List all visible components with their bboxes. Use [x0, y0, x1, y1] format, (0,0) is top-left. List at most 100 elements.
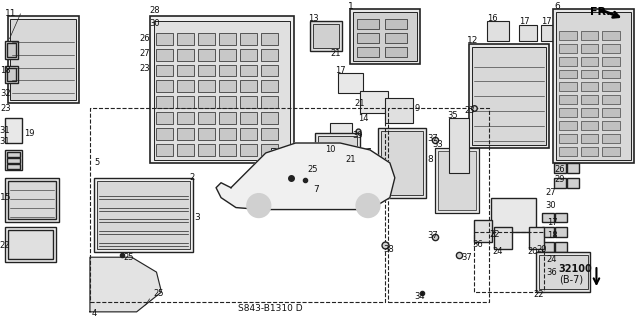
Text: 37: 37	[461, 253, 472, 262]
Bar	[157, 80, 173, 93]
Bar	[157, 49, 173, 61]
Text: 23: 23	[1, 104, 11, 113]
Bar	[580, 147, 598, 156]
Text: 39: 39	[352, 130, 363, 140]
Bar	[338, 73, 363, 93]
Bar	[541, 25, 559, 41]
Bar	[157, 112, 173, 124]
Bar	[177, 80, 194, 93]
Bar	[559, 56, 577, 65]
Bar	[240, 64, 257, 77]
Bar	[4, 227, 56, 262]
Bar	[97, 181, 190, 249]
Text: 19: 19	[24, 129, 35, 137]
Text: 34: 34	[415, 293, 426, 301]
Bar	[536, 252, 591, 292]
Bar	[316, 133, 360, 188]
Bar	[559, 82, 577, 91]
Text: 21: 21	[354, 99, 365, 108]
Bar	[6, 152, 20, 157]
Text: 5: 5	[94, 158, 99, 167]
Bar	[260, 80, 278, 93]
Text: 37: 37	[428, 134, 438, 143]
Bar	[325, 148, 370, 170]
Bar	[157, 96, 173, 108]
Bar	[602, 121, 620, 130]
Text: 21: 21	[345, 155, 356, 164]
Bar	[472, 47, 546, 145]
Bar	[580, 134, 598, 143]
Bar	[602, 31, 620, 40]
Bar	[260, 49, 278, 61]
Bar	[240, 96, 257, 108]
Bar	[240, 80, 257, 93]
Bar	[219, 112, 236, 124]
Bar	[474, 220, 492, 242]
Bar	[350, 9, 420, 63]
Bar	[580, 31, 598, 40]
Bar	[554, 163, 566, 173]
Bar	[260, 64, 278, 77]
Bar	[602, 70, 620, 78]
Bar	[556, 12, 631, 160]
Bar	[10, 19, 76, 100]
Bar	[381, 131, 422, 195]
Text: 1: 1	[348, 3, 354, 11]
Bar	[177, 144, 194, 156]
Bar	[385, 98, 413, 123]
Bar	[157, 144, 173, 156]
Bar	[602, 56, 620, 65]
Circle shape	[247, 194, 271, 218]
Bar	[157, 64, 173, 77]
Bar	[602, 108, 620, 117]
Text: 32: 32	[1, 89, 11, 98]
Bar	[555, 242, 566, 252]
Bar	[539, 255, 588, 289]
Bar	[602, 147, 620, 156]
Bar	[198, 33, 215, 45]
Bar	[6, 68, 17, 81]
Bar	[542, 212, 554, 222]
Bar	[435, 148, 479, 212]
Bar	[310, 21, 342, 51]
Text: S843-B1310 D: S843-B1310 D	[238, 304, 303, 313]
Text: 35: 35	[447, 111, 458, 120]
Bar	[519, 25, 537, 41]
Bar	[385, 19, 407, 29]
Bar	[566, 178, 579, 188]
Bar	[357, 33, 379, 43]
Text: 16: 16	[487, 14, 498, 23]
Text: 20: 20	[527, 247, 538, 256]
Text: 25: 25	[307, 165, 318, 174]
Text: 28: 28	[150, 6, 160, 15]
Bar	[6, 43, 17, 56]
Text: FR.: FR.	[591, 7, 611, 17]
Text: 27: 27	[140, 49, 150, 58]
Text: 14: 14	[358, 114, 369, 123]
Bar	[260, 144, 278, 156]
Bar	[542, 242, 554, 252]
Bar	[198, 144, 215, 156]
Bar	[580, 121, 598, 130]
Bar	[554, 178, 566, 188]
Text: 27: 27	[546, 188, 556, 197]
Bar	[219, 80, 236, 93]
Bar	[198, 112, 215, 124]
Text: 17: 17	[335, 66, 346, 75]
Text: 17: 17	[541, 17, 552, 26]
Polygon shape	[90, 257, 161, 312]
Text: 17: 17	[547, 218, 557, 227]
Bar	[6, 158, 20, 163]
Bar	[240, 128, 257, 140]
Bar	[559, 70, 577, 78]
Bar	[555, 212, 566, 222]
Text: 3: 3	[194, 213, 200, 222]
Text: 12: 12	[467, 36, 479, 45]
Text: 25: 25	[154, 289, 164, 299]
Text: 21: 21	[330, 49, 340, 58]
Text: 33: 33	[433, 140, 444, 150]
Bar	[357, 47, 379, 56]
Bar	[271, 148, 321, 170]
Bar	[219, 33, 236, 45]
Bar	[559, 147, 577, 156]
